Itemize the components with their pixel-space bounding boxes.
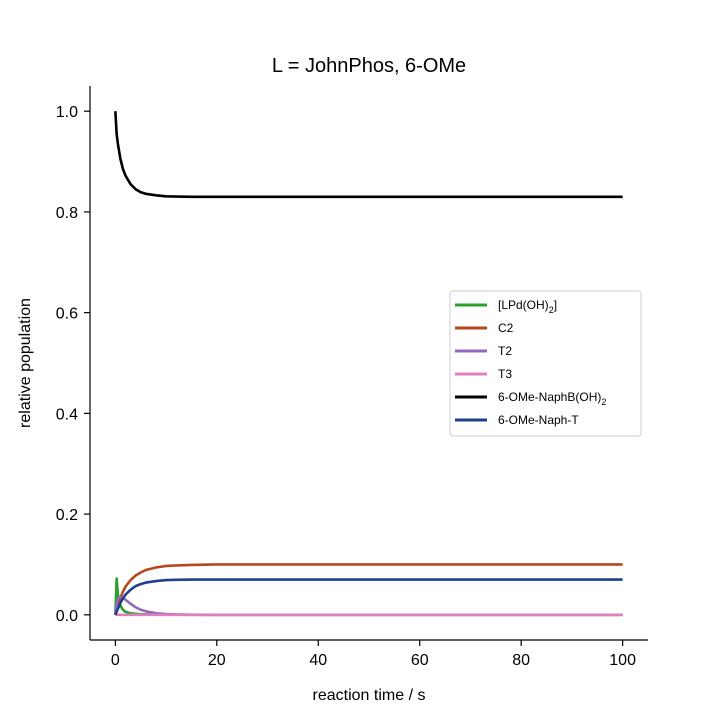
series-line-6-ome-naphb-oh <box>114 111 623 199</box>
x-tick-label: 80 <box>512 652 530 669</box>
x-tick-label: 60 <box>411 652 429 669</box>
legend-label-name: C2 <box>498 321 514 335</box>
x-tick-label: 40 <box>309 652 327 669</box>
legend-label-suffix: ] <box>554 298 557 312</box>
x-ticks: 0 20 40 60 80 100 <box>111 640 636 669</box>
x-tick-label: 0 <box>111 652 120 669</box>
series-line-c2 <box>114 563 623 616</box>
legend-label-name: 6-OMe-NaphB(OH) <box>498 390 601 404</box>
y-axis-title: relative population <box>17 298 34 428</box>
legend-label: [LPd(OH)2] <box>498 298 557 315</box>
legend-label-name: T2 <box>498 344 512 358</box>
x-tick-label: 100 <box>609 652 636 669</box>
x-axis-title: reaction time / s <box>313 687 426 704</box>
legend-items: [LPd(OH)2]C2T2T36-OMe-NaphB(OH)26-OMe-Na… <box>455 298 606 427</box>
legend-label: T2 <box>498 344 512 358</box>
series-line-6-ome-naph-t <box>114 578 623 616</box>
y-ticks: 0.0 0.2 0.4 0.6 0.8 1.0 <box>56 104 90 625</box>
y-tick-label: 0.8 <box>56 205 78 222</box>
legend-label-name: 6-OMe-Naph-T <box>498 413 579 427</box>
legend-label: 6-OMe-NaphB(OH)2 <box>498 390 606 407</box>
y-tick-label: 0.0 <box>56 608 78 625</box>
chart-title: L = JohnPhos, 6-OMe <box>272 55 466 77</box>
legend-label: 6-OMe-Naph-T <box>498 413 579 427</box>
y-tick-label: 1.0 <box>56 104 78 121</box>
legend-label: C2 <box>498 321 514 335</box>
legend: [LPd(OH)2]C2T2T36-OMe-NaphB(OH)26-OMe-Na… <box>449 290 642 437</box>
legend-label-name: [LPd(OH) <box>498 298 549 312</box>
axes-layer <box>89 86 648 641</box>
y-tick-label: 0.2 <box>56 507 78 524</box>
y-tick-label: 0.4 <box>56 406 78 423</box>
legend-label-name: T3 <box>498 367 512 381</box>
x-tick-label: 20 <box>208 652 226 669</box>
legend-frame <box>449 290 642 437</box>
legend-label-subscript: 2 <box>549 305 554 315</box>
legend-label-subscript: 2 <box>601 397 606 407</box>
series-layer <box>114 111 623 617</box>
y-tick-label: 0.6 <box>56 306 78 323</box>
legend-label: T3 <box>498 367 512 381</box>
